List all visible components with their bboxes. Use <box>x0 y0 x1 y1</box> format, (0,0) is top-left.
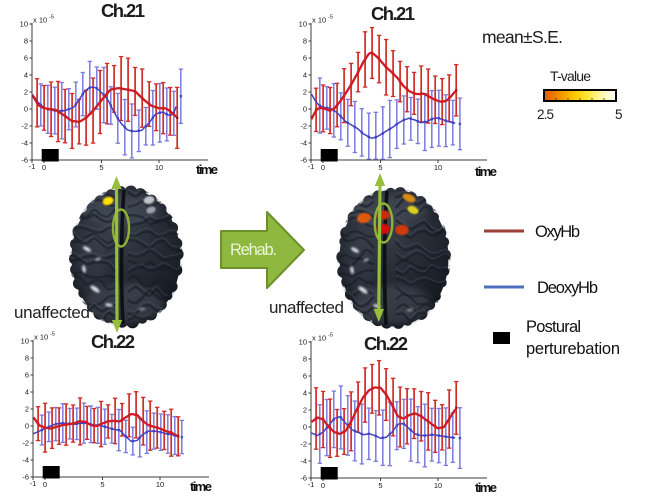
svg-text:DeoxyHb: DeoxyHb <box>537 279 598 297</box>
svg-text:10: 10 <box>20 20 28 29</box>
svg-text:-4: -4 <box>21 139 28 148</box>
svg-text:5: 5 <box>378 481 382 490</box>
svg-text:unaffected: unaffected <box>14 303 90 322</box>
svg-text:0: 0 <box>43 480 47 489</box>
svg-text:time: time <box>196 162 218 177</box>
svg-text:10: 10 <box>155 163 163 172</box>
svg-text:Postural: Postural <box>526 318 581 336</box>
svg-text:Rehab.: Rehab. <box>230 241 277 259</box>
svg-text:-1: -1 <box>30 479 37 488</box>
svg-text:-4: -4 <box>300 457 307 466</box>
svg-text:8: 8 <box>303 37 307 46</box>
svg-text:-5: -5 <box>50 332 55 338</box>
svg-text:0: 0 <box>321 163 325 172</box>
svg-text:T-value: T-value <box>550 68 591 84</box>
svg-text:6: 6 <box>24 54 28 63</box>
svg-text:time: time <box>475 164 497 179</box>
svg-text:5: 5 <box>615 107 623 122</box>
svg-text:-2: -2 <box>300 440 307 449</box>
svg-text:8: 8 <box>303 355 307 364</box>
svg-text:-2: -2 <box>300 122 307 131</box>
svg-text:-5: -5 <box>328 333 333 339</box>
svg-text:10: 10 <box>434 481 442 490</box>
svg-text:-5: -5 <box>49 15 54 21</box>
svg-text:6: 6 <box>303 372 307 381</box>
svg-text:2: 2 <box>25 405 29 414</box>
svg-text:-1: -1 <box>29 162 36 171</box>
svg-text:-6: -6 <box>21 156 28 165</box>
svg-text:-4: -4 <box>300 139 307 148</box>
svg-text:5: 5 <box>100 480 104 489</box>
svg-text:x 10: x 10 <box>312 334 326 343</box>
svg-text:Ch.21: Ch.21 <box>371 3 415 24</box>
svg-text:8: 8 <box>24 37 28 46</box>
svg-text:time: time <box>475 480 497 495</box>
svg-text:-6: -6 <box>300 156 307 165</box>
svg-text:0: 0 <box>24 105 28 114</box>
svg-text:x 10: x 10 <box>312 16 326 25</box>
svg-text:Ch.21: Ch.21 <box>101 0 145 21</box>
svg-text:0: 0 <box>42 163 46 172</box>
svg-text:-2: -2 <box>22 439 29 448</box>
svg-text:unaffected: unaffected <box>269 298 344 317</box>
svg-text:2: 2 <box>24 88 28 97</box>
svg-text:4: 4 <box>24 71 28 80</box>
svg-text:4: 4 <box>303 389 307 398</box>
svg-text:-5: -5 <box>328 15 333 21</box>
svg-text:10: 10 <box>156 480 164 489</box>
svg-text:-4: -4 <box>22 456 29 465</box>
svg-text:10: 10 <box>299 20 307 29</box>
svg-text:6: 6 <box>25 371 29 380</box>
svg-text:2: 2 <box>303 88 307 97</box>
svg-text:-1: -1 <box>308 480 315 489</box>
svg-text:Ch.22: Ch.22 <box>91 331 135 352</box>
svg-text:0: 0 <box>303 105 307 114</box>
svg-text:Ch.22: Ch.22 <box>364 333 408 354</box>
svg-text:0: 0 <box>303 423 307 432</box>
svg-text:x 10: x 10 <box>33 16 47 25</box>
svg-text:-6: -6 <box>300 474 307 483</box>
svg-text:5: 5 <box>99 163 103 172</box>
svg-text:mean±S.E.: mean±S.E. <box>482 27 563 47</box>
svg-text:10: 10 <box>299 338 307 347</box>
svg-text:-2: -2 <box>21 122 28 131</box>
svg-text:0: 0 <box>25 422 29 431</box>
svg-text:4: 4 <box>25 388 29 397</box>
svg-text:6: 6 <box>303 54 307 63</box>
svg-text:2.5: 2.5 <box>537 107 554 122</box>
svg-text:x 10: x 10 <box>34 333 48 342</box>
svg-text:OxyHb: OxyHb <box>535 223 580 241</box>
svg-text:5: 5 <box>378 163 382 172</box>
svg-text:0: 0 <box>321 481 325 490</box>
svg-text:-1: -1 <box>308 162 315 171</box>
svg-text:2: 2 <box>303 406 307 415</box>
svg-text:4: 4 <box>303 71 307 80</box>
svg-text:10: 10 <box>434 163 442 172</box>
svg-text:10: 10 <box>21 337 29 346</box>
svg-text:-6: -6 <box>22 473 29 482</box>
svg-text:time: time <box>190 479 212 494</box>
svg-text:perturebation: perturebation <box>526 340 620 358</box>
svg-text:8: 8 <box>25 354 29 363</box>
